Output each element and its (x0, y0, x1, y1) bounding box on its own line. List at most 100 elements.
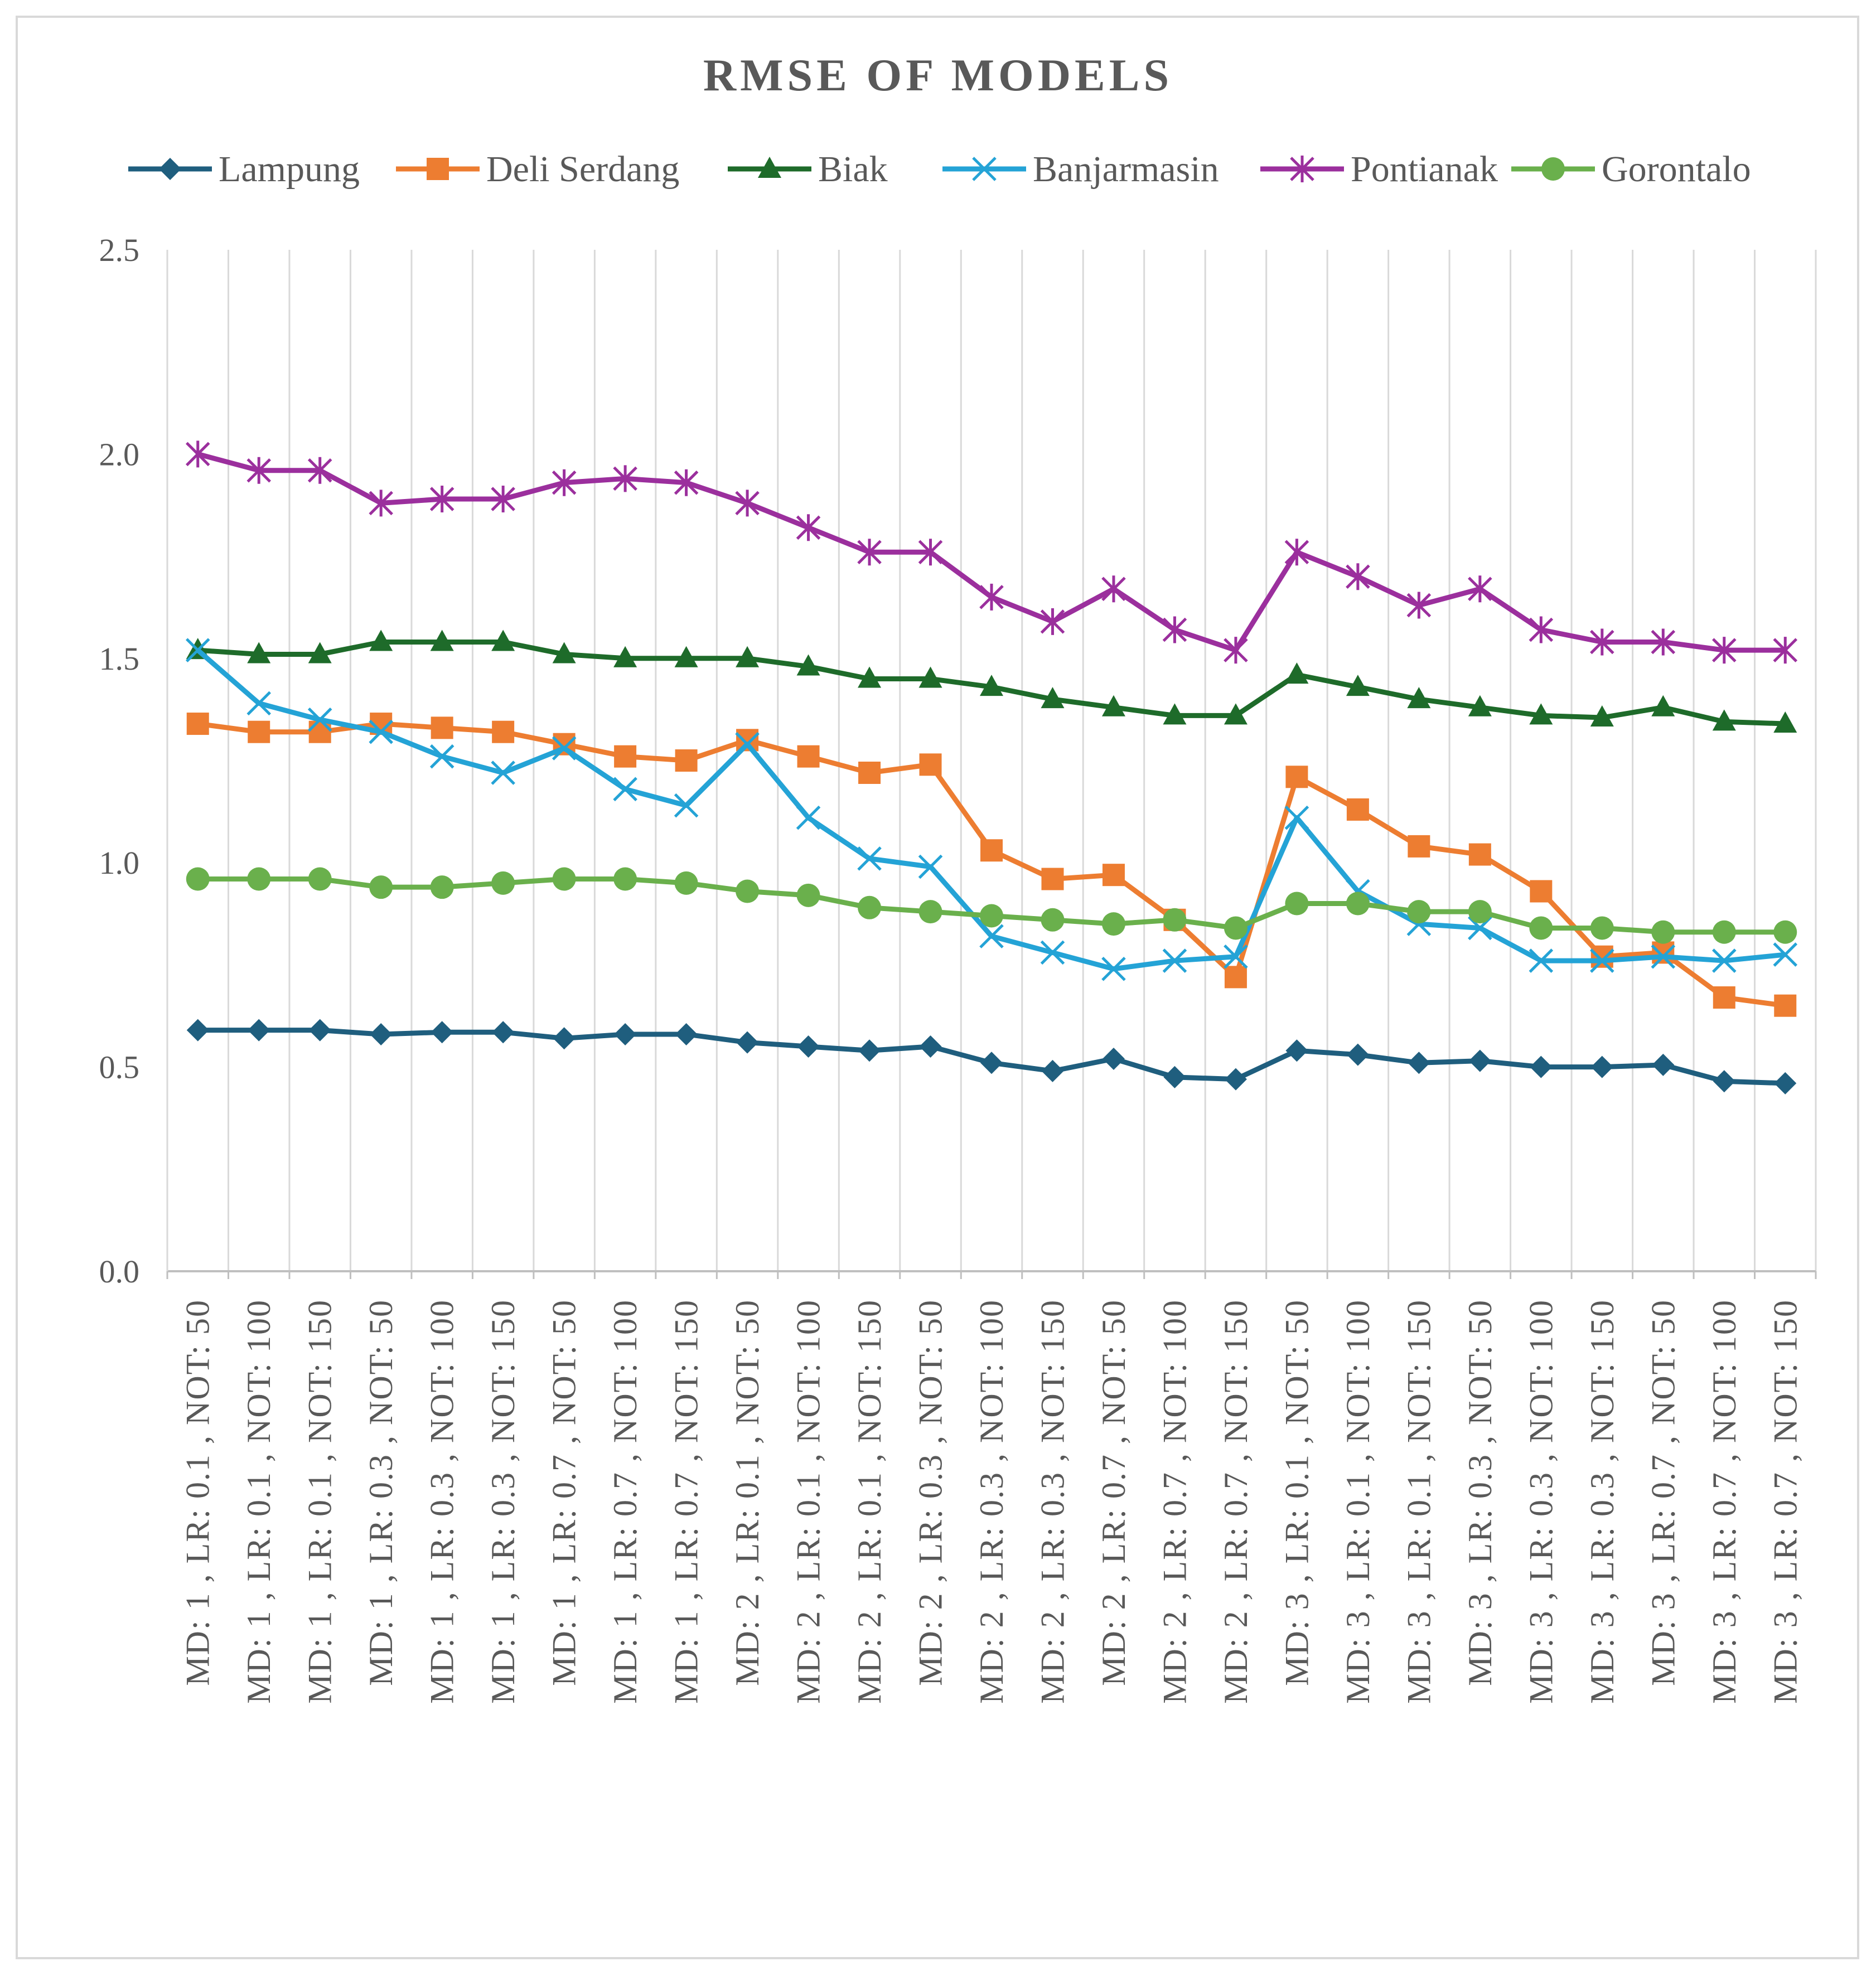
data-point-lampung (614, 1023, 637, 1045)
data-point-pontianak (857, 539, 882, 566)
x-category-label: MD: 3 , LR: 0.7 , NOT: 100 (1706, 1299, 1743, 1704)
data-point-pontianak (185, 440, 210, 468)
data-point-pontianak (1773, 637, 1798, 664)
data-point-biak (308, 642, 332, 663)
data-point-biak (552, 642, 576, 663)
data-point-lampung (1530, 1055, 1553, 1078)
legend-item-gorontalo: Gorontalo (1511, 149, 1751, 190)
data-point-gorontalo (1041, 908, 1065, 932)
data-point-deli-serdang (1041, 868, 1064, 890)
data-point-deli-serdang (1774, 994, 1797, 1017)
data-point-biak (1712, 709, 1736, 731)
data-point-pontianak (1224, 637, 1248, 664)
data-point-pontianak (1468, 575, 1492, 603)
data-point-lampung (248, 1019, 270, 1042)
data-point-deli-serdang (1713, 986, 1735, 1009)
x-category-label: MD: 1 , LR: 0.1 , NOT: 100 (240, 1299, 277, 1704)
x-category-label: MD: 3 , LR: 0.1 , NOT: 50 (1278, 1299, 1315, 1686)
data-point-pontianak (552, 469, 577, 496)
data-point-lampung (492, 1021, 515, 1044)
data-point-gorontalo (186, 867, 210, 891)
axes (166, 250, 1817, 1279)
legend-marker (1290, 156, 1314, 182)
data-point-gorontalo (1101, 912, 1125, 936)
legend-item-biak: Biak (728, 149, 888, 190)
data-point-biak (430, 629, 454, 651)
legend-marker (758, 157, 781, 178)
data-point-gorontalo (491, 871, 515, 895)
data-point-biak (1407, 687, 1431, 709)
series-line-deli-serdang (197, 721, 1786, 1009)
data-point-deli-serdang (1590, 945, 1613, 968)
legend-label: Deli Serdang (486, 149, 679, 190)
data-point-deli-serdang (1652, 941, 1675, 964)
data-point-banjarmasin (613, 777, 637, 802)
data-point-pontianak (1529, 616, 1554, 643)
series-deli-serdang (186, 713, 1797, 1017)
x-category-label: MD: 3 , LR: 0.7 , NOT: 50 (1645, 1299, 1681, 1686)
series-pontianak (185, 440, 1798, 664)
data-point-biak (1041, 687, 1065, 709)
data-point-biak (1773, 711, 1797, 733)
data-point-pontianak (1712, 637, 1737, 664)
data-point-pontianak (369, 490, 393, 517)
y-axis-tick-labels: 0.0 0.5 1.0 1.5 2.0 2.5 (99, 232, 140, 1290)
data-point-pontianak (796, 514, 821, 541)
legend-label: Banjarmasin (1033, 149, 1219, 190)
data-point-banjarmasin (1224, 944, 1248, 969)
data-point-lampung (1774, 1072, 1797, 1094)
x-category-label: MD: 3 , LR: 0.7 , NOT: 150 (1767, 1299, 1804, 1704)
data-point-deli-serdang (1346, 798, 1369, 821)
data-point-gorontalo (1773, 920, 1797, 944)
data-point-biak (369, 629, 393, 651)
data-point-banjarmasin (369, 719, 393, 744)
data-point-gorontalo (796, 883, 820, 907)
data-point-biak (1590, 705, 1614, 727)
series-line-pontianak (197, 452, 1786, 653)
data-point-gorontalo (980, 904, 1003, 928)
series-lampung (186, 1019, 1797, 1094)
data-point-gorontalo (1163, 908, 1187, 932)
data-point-gorontalo (613, 867, 637, 891)
legend-label: Lampung (219, 149, 360, 190)
data-point-gorontalo (1468, 900, 1492, 924)
data-point-deli-serdang (1224, 966, 1247, 989)
data-point-lampung (186, 1019, 209, 1042)
data-point-gorontalo (430, 875, 454, 899)
chart-title: RMSE OF MODELS (703, 50, 1173, 100)
data-point-banjarmasin (1651, 944, 1676, 969)
data-point-gorontalo (308, 867, 332, 891)
data-point-deli-serdang (614, 745, 637, 768)
x-category-label: MD: 2 , LR: 0.1 , NOT: 150 (851, 1299, 888, 1704)
x-category-label: MD: 1 , LR: 0.3 , NOT: 150 (485, 1299, 521, 1704)
data-point-deli-serdang (431, 716, 453, 739)
x-category-label: MD: 1 , LR: 0.3 , NOT: 100 (424, 1299, 461, 1704)
x-category-label: MD: 2 , LR: 0.1 , NOT: 100 (790, 1299, 827, 1704)
data-point-lampung (431, 1021, 453, 1044)
y-tick-label: 1.0 (99, 845, 140, 881)
data-point-deli-serdang (308, 720, 331, 743)
data-point-lampung (1102, 1047, 1125, 1070)
legend-label: Pontianak (1351, 149, 1498, 190)
x-category-label: MD: 2 , LR: 0.1 , NOT: 50 (729, 1299, 766, 1686)
data-point-gorontalo (918, 900, 942, 924)
data-point-gorontalo (552, 867, 576, 891)
data-point-biak (858, 666, 882, 688)
data-point-deli-serdang (675, 749, 698, 772)
gridlines (166, 250, 1817, 1271)
x-category-label: MD: 2 , LR: 0.3 , NOT: 150 (1034, 1299, 1071, 1704)
data-point-gorontalo (1529, 916, 1553, 940)
data-point-deli-serdang (1102, 864, 1125, 887)
x-category-label: MD: 1 , LR: 0.3 , NOT: 50 (362, 1299, 399, 1686)
data-point-biak (1346, 675, 1370, 696)
data-point-banjarmasin (1773, 942, 1798, 967)
data-point-lampung (370, 1023, 393, 1045)
data-point-biak (1651, 695, 1675, 716)
data-point-biak (674, 646, 698, 667)
data-point-banjarmasin (429, 744, 455, 769)
data-point-lampung (736, 1031, 759, 1054)
data-point-pontianak (491, 486, 515, 513)
data-point-biak (1468, 695, 1492, 716)
data-point-biak (1529, 703, 1553, 725)
